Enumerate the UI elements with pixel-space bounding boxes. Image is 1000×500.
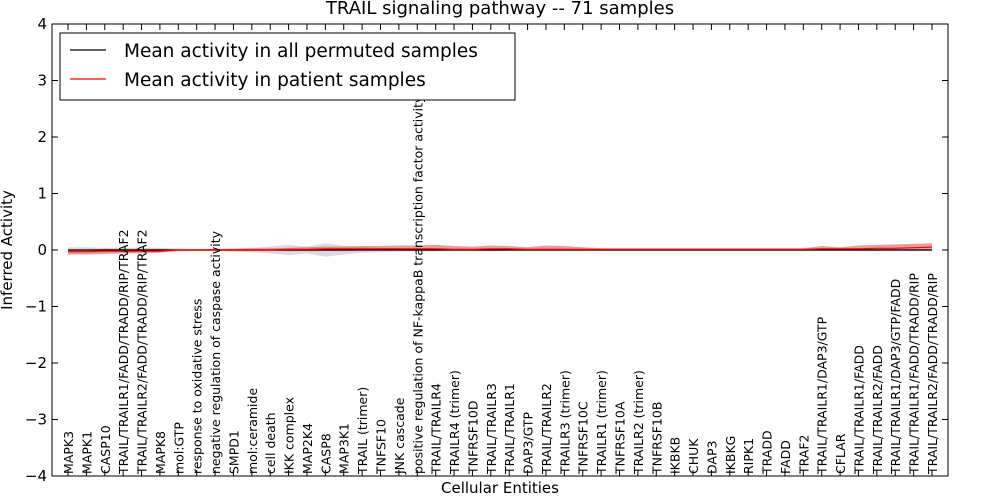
x-tick-label: TRAIL/TRAILR1/FADD/TRADD/RIP — [907, 273, 922, 475]
x-tick-label: JNK cascade — [392, 397, 407, 475]
patient-mean-line — [68, 246, 933, 253]
x-tick-label: TRAIL/TRAILR2/FADD/TRADD/RIP — [925, 273, 940, 475]
x-tick-label: TRAILR2 (trimer) — [631, 370, 646, 475]
x-tick-label: IKBKG — [723, 436, 738, 474]
x-tick-label: TRAILR4 (trimer) — [447, 370, 462, 475]
x-tick-label: TRAILR1 (trimer) — [594, 370, 609, 475]
x-axis-label: Cellular Entities — [441, 479, 559, 497]
x-tick-label: TRAIL/TRAILR1/FADD — [851, 345, 866, 475]
y-tick-label: −2 — [25, 354, 47, 372]
x-tick-label: TRAIL (trimer) — [355, 387, 370, 475]
x-axis-ticks: MAPK3 MAPK1 CASP10 TRAIL/TRAILR1/FADD/TRADD… — [61, 24, 940, 476]
x-tick-label: DAP3/GTP — [521, 411, 536, 474]
x-tick-label: mol:ceramide — [245, 388, 260, 474]
x-tick-label: MAPK8 — [153, 431, 168, 474]
x-tick-label: TNFSF10 — [374, 419, 389, 475]
x-tick-label: cell death — [263, 412, 278, 474]
x-tick-label: TNFRSF10B — [649, 402, 664, 475]
x-tick-label: TRAIL/TRAILR2/FADD/TRADD/RIP/TRAF2 — [135, 229, 150, 475]
x-tick-label: FADD — [778, 440, 793, 474]
x-tick-label: negative regulation of caspase activity — [208, 230, 223, 474]
y-tick-label: 0 — [37, 241, 47, 259]
x-tick-label: TNFRSF10D — [465, 400, 480, 475]
y-tick-label: 1 — [37, 185, 47, 203]
y-tick-label: 2 — [37, 128, 47, 146]
x-tick-label: TRAIL/TRAILR1/FADD/TRADD/RIP/TRAF2 — [116, 229, 131, 475]
y-tick-label: −4 — [25, 467, 47, 485]
chart-title: TRAIL signaling pathway -- 71 samples — [325, 0, 674, 19]
x-tick-label: SMPD1 — [226, 430, 241, 474]
x-tick-label: TRAIL/TRAILR1/DAP3/GTP — [815, 316, 830, 475]
x-tick-label: TRAIL/TRAILR1 — [502, 383, 517, 475]
plot-frame — [51, 23, 949, 477]
legend-box — [59, 32, 516, 101]
x-tick-label: MAPK3 — [61, 431, 76, 474]
x-tick-label: TRAILR3 (trimer) — [557, 370, 572, 475]
x-tick-label: MAPK1 — [79, 431, 94, 474]
x-tick-label: IKK complex — [282, 397, 297, 474]
x-tick-label: TRAF2 — [796, 434, 811, 475]
x-tick-label: DAP3 — [704, 441, 719, 474]
series-lines — [68, 246, 933, 253]
legend-label: Mean activity in all permuted samples — [124, 41, 478, 62]
x-tick-label: MAP2K4 — [300, 423, 315, 474]
legend: Mean activity in all permuted samples Mea… — [59, 32, 516, 101]
x-tick-label: RIPK1 — [741, 438, 756, 474]
x-tick-label: TRAIL/TRAILR2/FADD — [870, 345, 885, 475]
y-axis: −4 −3 −2 −1 0 1 2 3 4 — [25, 15, 948, 485]
x-tick-label: positive regulation of NF-kappaB transcr… — [410, 95, 425, 474]
y-tick-label: 3 — [37, 72, 47, 90]
x-tick-label: IKBKB — [668, 437, 683, 474]
y-tick-label: 4 — [37, 15, 47, 33]
x-tick-label: CASP10 — [98, 425, 113, 474]
y-tick-label: −3 — [25, 411, 47, 429]
x-tick-label: CASP8 — [318, 433, 333, 474]
x-tick-label: CFLAR — [833, 433, 848, 474]
x-tick-label: TNFRSF10C — [576, 401, 591, 475]
x-tick-label: mol:GTP — [171, 422, 186, 474]
x-tick-label: TNFRSF10A — [612, 401, 627, 475]
x-tick-label: response to oxidative stress — [190, 299, 205, 474]
legend-label: Mean activity in patient samples — [124, 70, 426, 91]
x-tick-label: CHUK — [686, 438, 701, 474]
x-tick-label: TRAIL/TRAILR2 — [539, 383, 554, 475]
x-tick-label: TRAIL/TRAILR1/DAP3/GTP/FADD — [888, 279, 903, 475]
y-axis-label: Inferred Activity — [0, 190, 16, 310]
x-tick-label: TRAIL/TRAILR4 — [429, 383, 444, 475]
y-tick-label: −1 — [25, 298, 47, 316]
x-tick-label: MAP3K1 — [337, 423, 352, 474]
x-tick-label: TRAIL/TRAILR3 — [484, 383, 499, 475]
x-tick-label: TRADD — [760, 430, 775, 475]
